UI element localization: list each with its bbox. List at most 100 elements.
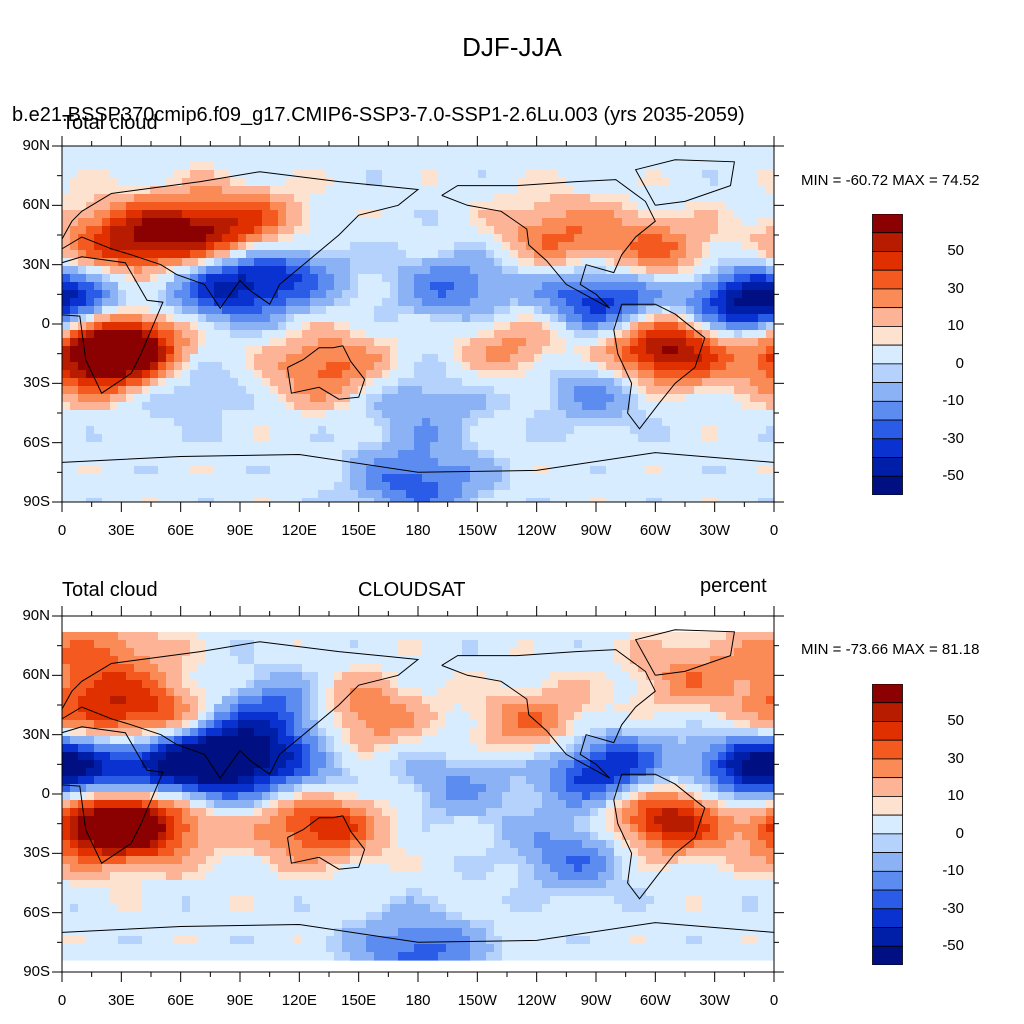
field-cell (326, 704, 335, 713)
field-cell (718, 648, 727, 657)
field-cell (254, 226, 263, 235)
field-cell (94, 498, 103, 502)
field-cell (334, 362, 343, 371)
field-cell (566, 482, 575, 491)
field-cell (198, 258, 207, 267)
field-cell (110, 466, 119, 475)
field-cell (454, 386, 463, 395)
field-cell (110, 354, 119, 363)
field-cell (566, 402, 575, 411)
field-cell (606, 474, 615, 483)
field-cell (518, 314, 527, 323)
field-cell (422, 664, 431, 673)
field-cell (390, 258, 399, 267)
field-cell (686, 632, 695, 641)
field-cell (518, 170, 527, 179)
field-cell (430, 346, 439, 355)
field-cell (198, 426, 207, 435)
field-cell (670, 434, 679, 443)
field-cell (542, 426, 551, 435)
field-cell (342, 186, 351, 195)
field-cell (310, 418, 319, 427)
field-cell (302, 154, 311, 163)
field-cell (590, 330, 599, 339)
field-cell (646, 226, 655, 235)
field-cell (398, 362, 407, 371)
field-cell (142, 194, 151, 203)
field-cell (750, 370, 759, 379)
field-cell (670, 402, 679, 411)
field-cell (702, 178, 711, 187)
field-cell (302, 656, 311, 665)
field-cell (382, 648, 391, 657)
field-cell (502, 664, 511, 673)
field-cell (102, 186, 111, 195)
field-cell (310, 680, 319, 689)
field-cell (462, 306, 471, 315)
field-cell (78, 314, 87, 323)
field-cell (230, 258, 239, 267)
field-cell (190, 418, 199, 427)
field-cell (718, 672, 727, 681)
field-cell (62, 330, 71, 339)
field-cell (766, 394, 774, 403)
field-cell (702, 672, 711, 681)
field-cell (334, 154, 343, 163)
field-cell (254, 162, 263, 171)
field-cell (438, 426, 447, 435)
field-cell (102, 354, 111, 363)
field-cell (158, 242, 167, 251)
field-cell (430, 154, 439, 163)
field-cell (430, 162, 439, 171)
field-cell (438, 162, 447, 171)
field-cell (310, 290, 319, 299)
field-cell (334, 274, 343, 283)
field-cell (110, 378, 119, 387)
field-cell (222, 394, 231, 403)
field-cell (710, 146, 719, 155)
field-cell (542, 696, 551, 705)
field-cell (518, 648, 527, 657)
field-cell (198, 370, 207, 379)
field-cell (702, 242, 711, 251)
field-cell (654, 426, 663, 435)
field-cell (190, 490, 199, 499)
field-cell (398, 186, 407, 195)
field-cell (534, 298, 543, 307)
field-cell (510, 282, 519, 291)
field-cell (134, 426, 143, 435)
field-cell (390, 640, 399, 649)
field-cell (582, 146, 591, 155)
field-cell (174, 258, 183, 267)
field-cell (174, 442, 183, 451)
field-cell (566, 202, 575, 211)
field-cell (342, 362, 351, 371)
field-cell (134, 458, 143, 467)
field-cell (454, 250, 463, 259)
field-cell (334, 242, 343, 251)
field-cell (734, 632, 743, 641)
field-cell (366, 234, 375, 243)
field-cell (686, 656, 695, 665)
field-cell (406, 402, 415, 411)
field-cell (118, 490, 127, 499)
field-cell (726, 306, 735, 315)
field-cell (494, 154, 503, 163)
field-cell (662, 458, 671, 467)
field-cell (70, 194, 79, 203)
field-cell (62, 442, 71, 451)
field-cell (374, 274, 383, 283)
field-cell (646, 672, 655, 681)
field-cell (550, 202, 559, 211)
field-cell (246, 498, 255, 502)
field-cell (270, 178, 279, 187)
field-cell (710, 394, 719, 403)
field-cell (366, 474, 375, 483)
field-cell (686, 426, 695, 435)
field-cell (166, 338, 175, 347)
field-cell (606, 458, 615, 467)
field-cell (134, 402, 143, 411)
field-cell (118, 664, 127, 673)
field-cell (718, 186, 727, 195)
field-cell (86, 210, 95, 219)
